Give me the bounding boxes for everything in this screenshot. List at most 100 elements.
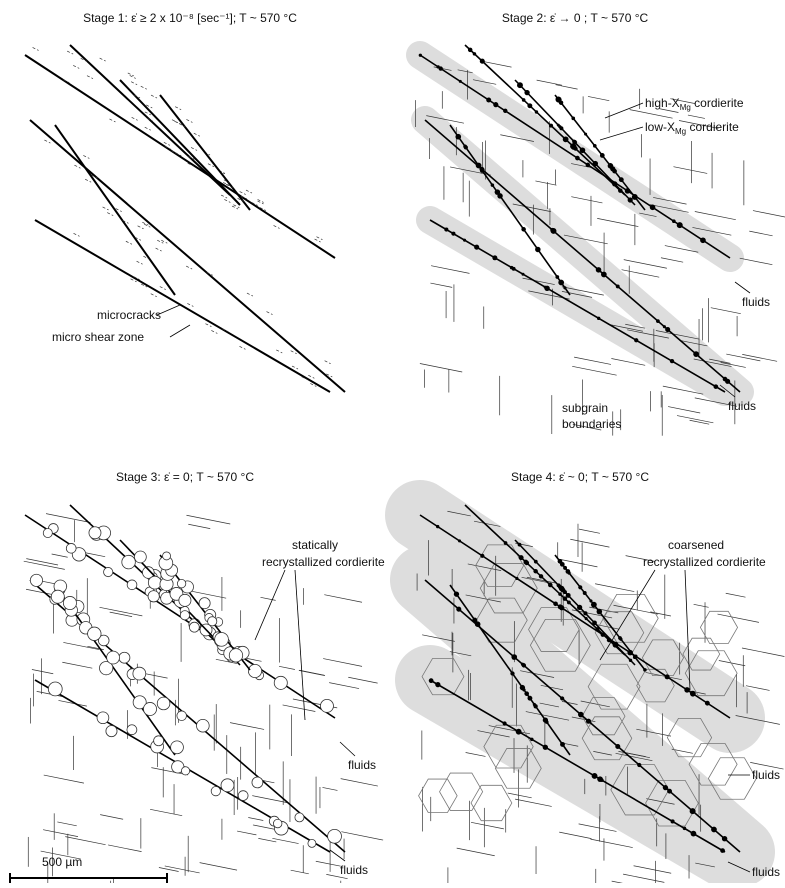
grain [189, 622, 199, 632]
microcrack [100, 58, 106, 61]
label: fluids [752, 768, 780, 782]
subgrain-boundary [726, 593, 746, 597]
grain [180, 611, 189, 620]
grain [252, 777, 263, 788]
panel-title: Stage 1: ε̇ ≥ 2 x 10⁻⁸ [sec⁻¹]; T ~ 570 … [83, 11, 297, 25]
dot [572, 140, 577, 145]
subgrain-boundary [189, 591, 226, 598]
subgrain-boundary [611, 359, 645, 366]
dot [693, 351, 699, 357]
subgrain-boundary [535, 181, 556, 185]
microcrack [191, 147, 197, 150]
label: low-XMg cordierite [645, 120, 739, 136]
dot [560, 696, 564, 700]
dot [518, 543, 522, 547]
dot [690, 808, 696, 814]
subgrain-boundary [597, 218, 638, 226]
grain [127, 725, 137, 735]
grain [440, 773, 483, 810]
subgrain-boundary [471, 822, 504, 829]
shear-zone [35, 220, 330, 392]
grain [199, 598, 210, 609]
subgrain-boundary [711, 308, 741, 314]
subgrain-boundary [590, 839, 632, 847]
dot [558, 585, 562, 589]
subgrain-boundary [248, 818, 263, 821]
grain [238, 791, 248, 801]
subgrain-boundary [108, 845, 141, 852]
leader [600, 127, 643, 140]
subgrain-boundary [324, 595, 362, 603]
microcrack [73, 65, 79, 68]
microcrack [85, 179, 91, 182]
dot [544, 286, 547, 289]
microcrack [224, 199, 230, 202]
dot [512, 267, 516, 271]
dot [672, 219, 676, 223]
grain [157, 697, 170, 710]
subgrain-boundary [26, 559, 58, 565]
dot [711, 827, 717, 833]
dot [464, 145, 468, 149]
dot [628, 197, 633, 202]
subgrain-boundary [230, 723, 264, 730]
dot [530, 738, 533, 741]
subgrain-boundary [430, 283, 452, 287]
subgrain-boundary [688, 115, 705, 118]
microcrack [325, 361, 331, 364]
dot [705, 701, 710, 706]
subgrain-boundary [52, 554, 68, 557]
dot [619, 177, 624, 182]
subgrain-boundary [341, 832, 383, 840]
subgrain-boundary [556, 85, 578, 89]
grain [154, 736, 164, 746]
dot [495, 189, 501, 195]
grain [295, 813, 304, 822]
dot [671, 819, 675, 823]
dot [589, 599, 592, 602]
subgrain-boundary [595, 584, 634, 592]
grain [133, 667, 146, 680]
dot [492, 255, 497, 260]
dot [567, 600, 571, 604]
subgrain-boundary [572, 366, 616, 375]
grain [148, 576, 161, 589]
grain [148, 591, 159, 602]
subgrain-boundary [272, 838, 298, 843]
subgrain-boundary [677, 416, 713, 423]
dot [571, 117, 575, 121]
subgrain-boundary [57, 822, 76, 826]
label: fluids [742, 295, 770, 309]
subgrain-boundary [717, 614, 758, 622]
grain [107, 651, 120, 664]
microcrack [240, 192, 246, 195]
dot [545, 720, 549, 724]
dot [534, 560, 538, 564]
dot [534, 570, 537, 573]
subgrain-boundary [694, 604, 709, 607]
subgrain-boundary [322, 787, 337, 790]
dot [601, 272, 607, 278]
grain [163, 552, 171, 560]
microcrack [128, 73, 134, 76]
dot [583, 611, 587, 615]
dot [539, 574, 543, 578]
dot [436, 65, 439, 68]
microcrack [232, 206, 238, 209]
subgrain-boundary [32, 669, 53, 673]
subgrain-boundary [43, 830, 78, 837]
dot [475, 621, 481, 627]
dot [643, 668, 647, 672]
dot [548, 583, 553, 588]
dot [577, 605, 582, 610]
label: fluids [728, 399, 756, 413]
dot [474, 245, 479, 250]
subgrain-boundary [457, 848, 495, 856]
dot [522, 98, 526, 102]
grain [208, 617, 217, 626]
grain [274, 676, 287, 689]
dot [503, 721, 507, 725]
dot [558, 125, 561, 128]
dot [463, 239, 466, 242]
microcrack [74, 233, 80, 236]
